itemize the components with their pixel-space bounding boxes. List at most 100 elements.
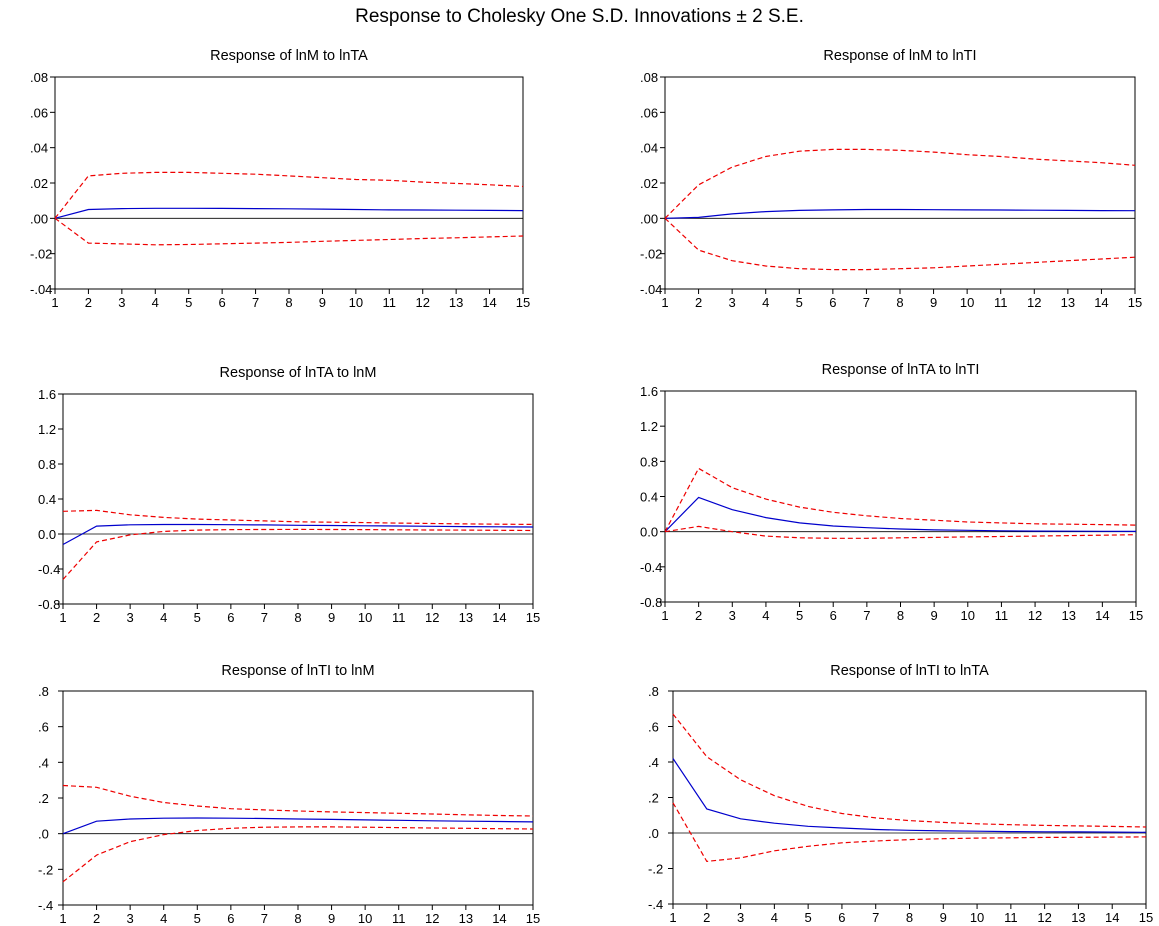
x-tick-label: 1 bbox=[59, 610, 66, 625]
irf-panel: Response of lnM to lnTA .08 .06 .04 .02 .00 -.… bbox=[30, 48, 530, 310]
x-tick-label: 4 bbox=[762, 608, 769, 623]
x-tick-label: 7 bbox=[261, 610, 268, 625]
x-tick-label: 3 bbox=[118, 295, 125, 310]
x-tick-label: 2 bbox=[93, 911, 100, 926]
y-tick-label: -0.8 bbox=[38, 597, 60, 612]
y-tick-label: .4 bbox=[648, 755, 659, 770]
x-tick-label: 15 bbox=[516, 295, 530, 310]
upper-band-line bbox=[62, 784, 534, 817]
x-tick-label: 12 bbox=[1028, 608, 1042, 623]
y-tick-label: .06 bbox=[30, 105, 48, 120]
x-tick-label: 9 bbox=[930, 295, 937, 310]
x-tick-label: 10 bbox=[349, 295, 363, 310]
x-tick-label: 7 bbox=[863, 295, 870, 310]
y-tick-label: .2 bbox=[648, 791, 659, 806]
y-tick-label: 1.6 bbox=[38, 387, 56, 402]
x-tick-label: 6 bbox=[829, 295, 836, 310]
x-tick-label: 10 bbox=[358, 610, 372, 625]
irf-panel: Response of lnTA to lnM 1.6 1.2 0.8 0.4 0.0 -0… bbox=[38, 365, 540, 625]
x-tick-label: 2 bbox=[695, 295, 702, 310]
x-tick-label: 9 bbox=[931, 608, 938, 623]
x-tick-label: 9 bbox=[328, 911, 335, 926]
x-tick-label: 7 bbox=[252, 295, 259, 310]
y-tick-label: .6 bbox=[648, 720, 659, 735]
x-tick-label: 12 bbox=[415, 295, 429, 310]
y-tick-label: .4 bbox=[38, 755, 49, 770]
y-tick-label: .2 bbox=[38, 791, 49, 806]
x-tick-label: 5 bbox=[805, 910, 812, 925]
x-tick-label: 8 bbox=[896, 295, 903, 310]
x-tick-label: 15 bbox=[526, 911, 540, 926]
x-tick-label: 12 bbox=[425, 610, 439, 625]
x-tick-label: 15 bbox=[1128, 295, 1142, 310]
y-tick-label: -.02 bbox=[640, 247, 662, 262]
x-tick-label: 13 bbox=[1061, 295, 1075, 310]
panel-title: Response of lnTI to lnTA bbox=[830, 663, 989, 679]
x-tick-label: 2 bbox=[703, 910, 710, 925]
y-tick-label: 0.4 bbox=[38, 492, 56, 507]
y-tick-label: .08 bbox=[640, 70, 658, 85]
y-tick-label: .8 bbox=[648, 684, 659, 699]
x-tick-label: 8 bbox=[906, 910, 913, 925]
x-tick-label: 10 bbox=[961, 608, 975, 623]
x-tick-label: 5 bbox=[185, 295, 192, 310]
y-tick-label: -.04 bbox=[640, 282, 662, 297]
x-tick-label: 3 bbox=[729, 295, 736, 310]
y-tick-label: -.2 bbox=[648, 862, 663, 877]
panel-title: Response of lnTA to lnTI bbox=[822, 362, 980, 378]
panel-title: Response of lnM to lnTA bbox=[210, 48, 368, 64]
y-tick-label: -.04 bbox=[30, 282, 52, 297]
x-tick-label: 14 bbox=[1095, 608, 1109, 623]
x-tick-label: 13 bbox=[449, 295, 463, 310]
y-tick-label: .04 bbox=[640, 141, 658, 156]
y-tick-label: .02 bbox=[640, 176, 658, 191]
y-tick-label: 0.0 bbox=[38, 527, 56, 542]
x-tick-label: 4 bbox=[762, 295, 769, 310]
x-tick-label: 6 bbox=[830, 608, 837, 623]
x-tick-label: 6 bbox=[219, 295, 226, 310]
x-tick-label: 9 bbox=[940, 910, 947, 925]
y-tick-label: -.2 bbox=[38, 862, 53, 877]
x-tick-label: 8 bbox=[285, 295, 292, 310]
y-tick-label: .06 bbox=[640, 105, 658, 120]
y-tick-label: .08 bbox=[30, 70, 48, 85]
x-tick-label: 5 bbox=[194, 911, 201, 926]
y-tick-label: -.4 bbox=[648, 897, 663, 912]
response-line bbox=[664, 496, 1137, 533]
x-tick-label: 11 bbox=[995, 608, 1009, 623]
response-line bbox=[664, 208, 1136, 219]
response-line bbox=[62, 817, 534, 835]
plot-frame bbox=[672, 690, 1147, 905]
y-tick-label: .0 bbox=[648, 826, 659, 841]
x-tick-label: 6 bbox=[227, 911, 234, 926]
y-tick-label: 1.2 bbox=[38, 422, 56, 437]
x-tick-label: 5 bbox=[796, 295, 803, 310]
y-tick-label: -0.4 bbox=[640, 560, 662, 575]
x-tick-label: 1 bbox=[661, 608, 668, 623]
x-tick-label: 9 bbox=[319, 295, 326, 310]
upper-band-line bbox=[62, 509, 534, 526]
lower-band-line bbox=[672, 802, 1147, 863]
x-tick-label: 3 bbox=[737, 910, 744, 925]
y-tick-label: .00 bbox=[30, 211, 48, 226]
x-tick-label: 10 bbox=[358, 911, 372, 926]
x-tick-label: 14 bbox=[1105, 910, 1119, 925]
x-tick-label: 12 bbox=[1037, 910, 1051, 925]
panel-title: Response of lnM to lnTI bbox=[823, 48, 976, 64]
x-tick-label: 11 bbox=[392, 911, 406, 926]
x-tick-label: 4 bbox=[160, 610, 167, 625]
x-tick-label: 13 bbox=[459, 911, 473, 926]
x-tick-label: 1 bbox=[661, 295, 668, 310]
x-tick-label: 12 bbox=[1027, 295, 1041, 310]
x-tick-label: 15 bbox=[1139, 910, 1153, 925]
x-tick-label: 7 bbox=[872, 910, 879, 925]
lower-band-line bbox=[62, 826, 534, 883]
x-tick-label: 5 bbox=[796, 608, 803, 623]
x-tick-label: 8 bbox=[897, 608, 904, 623]
upper-band-line bbox=[672, 713, 1147, 828]
lower-band-line bbox=[62, 528, 534, 580]
x-tick-label: 3 bbox=[729, 608, 736, 623]
y-tick-label: 1.2 bbox=[640, 419, 658, 434]
y-tick-label: -0.4 bbox=[38, 562, 60, 577]
